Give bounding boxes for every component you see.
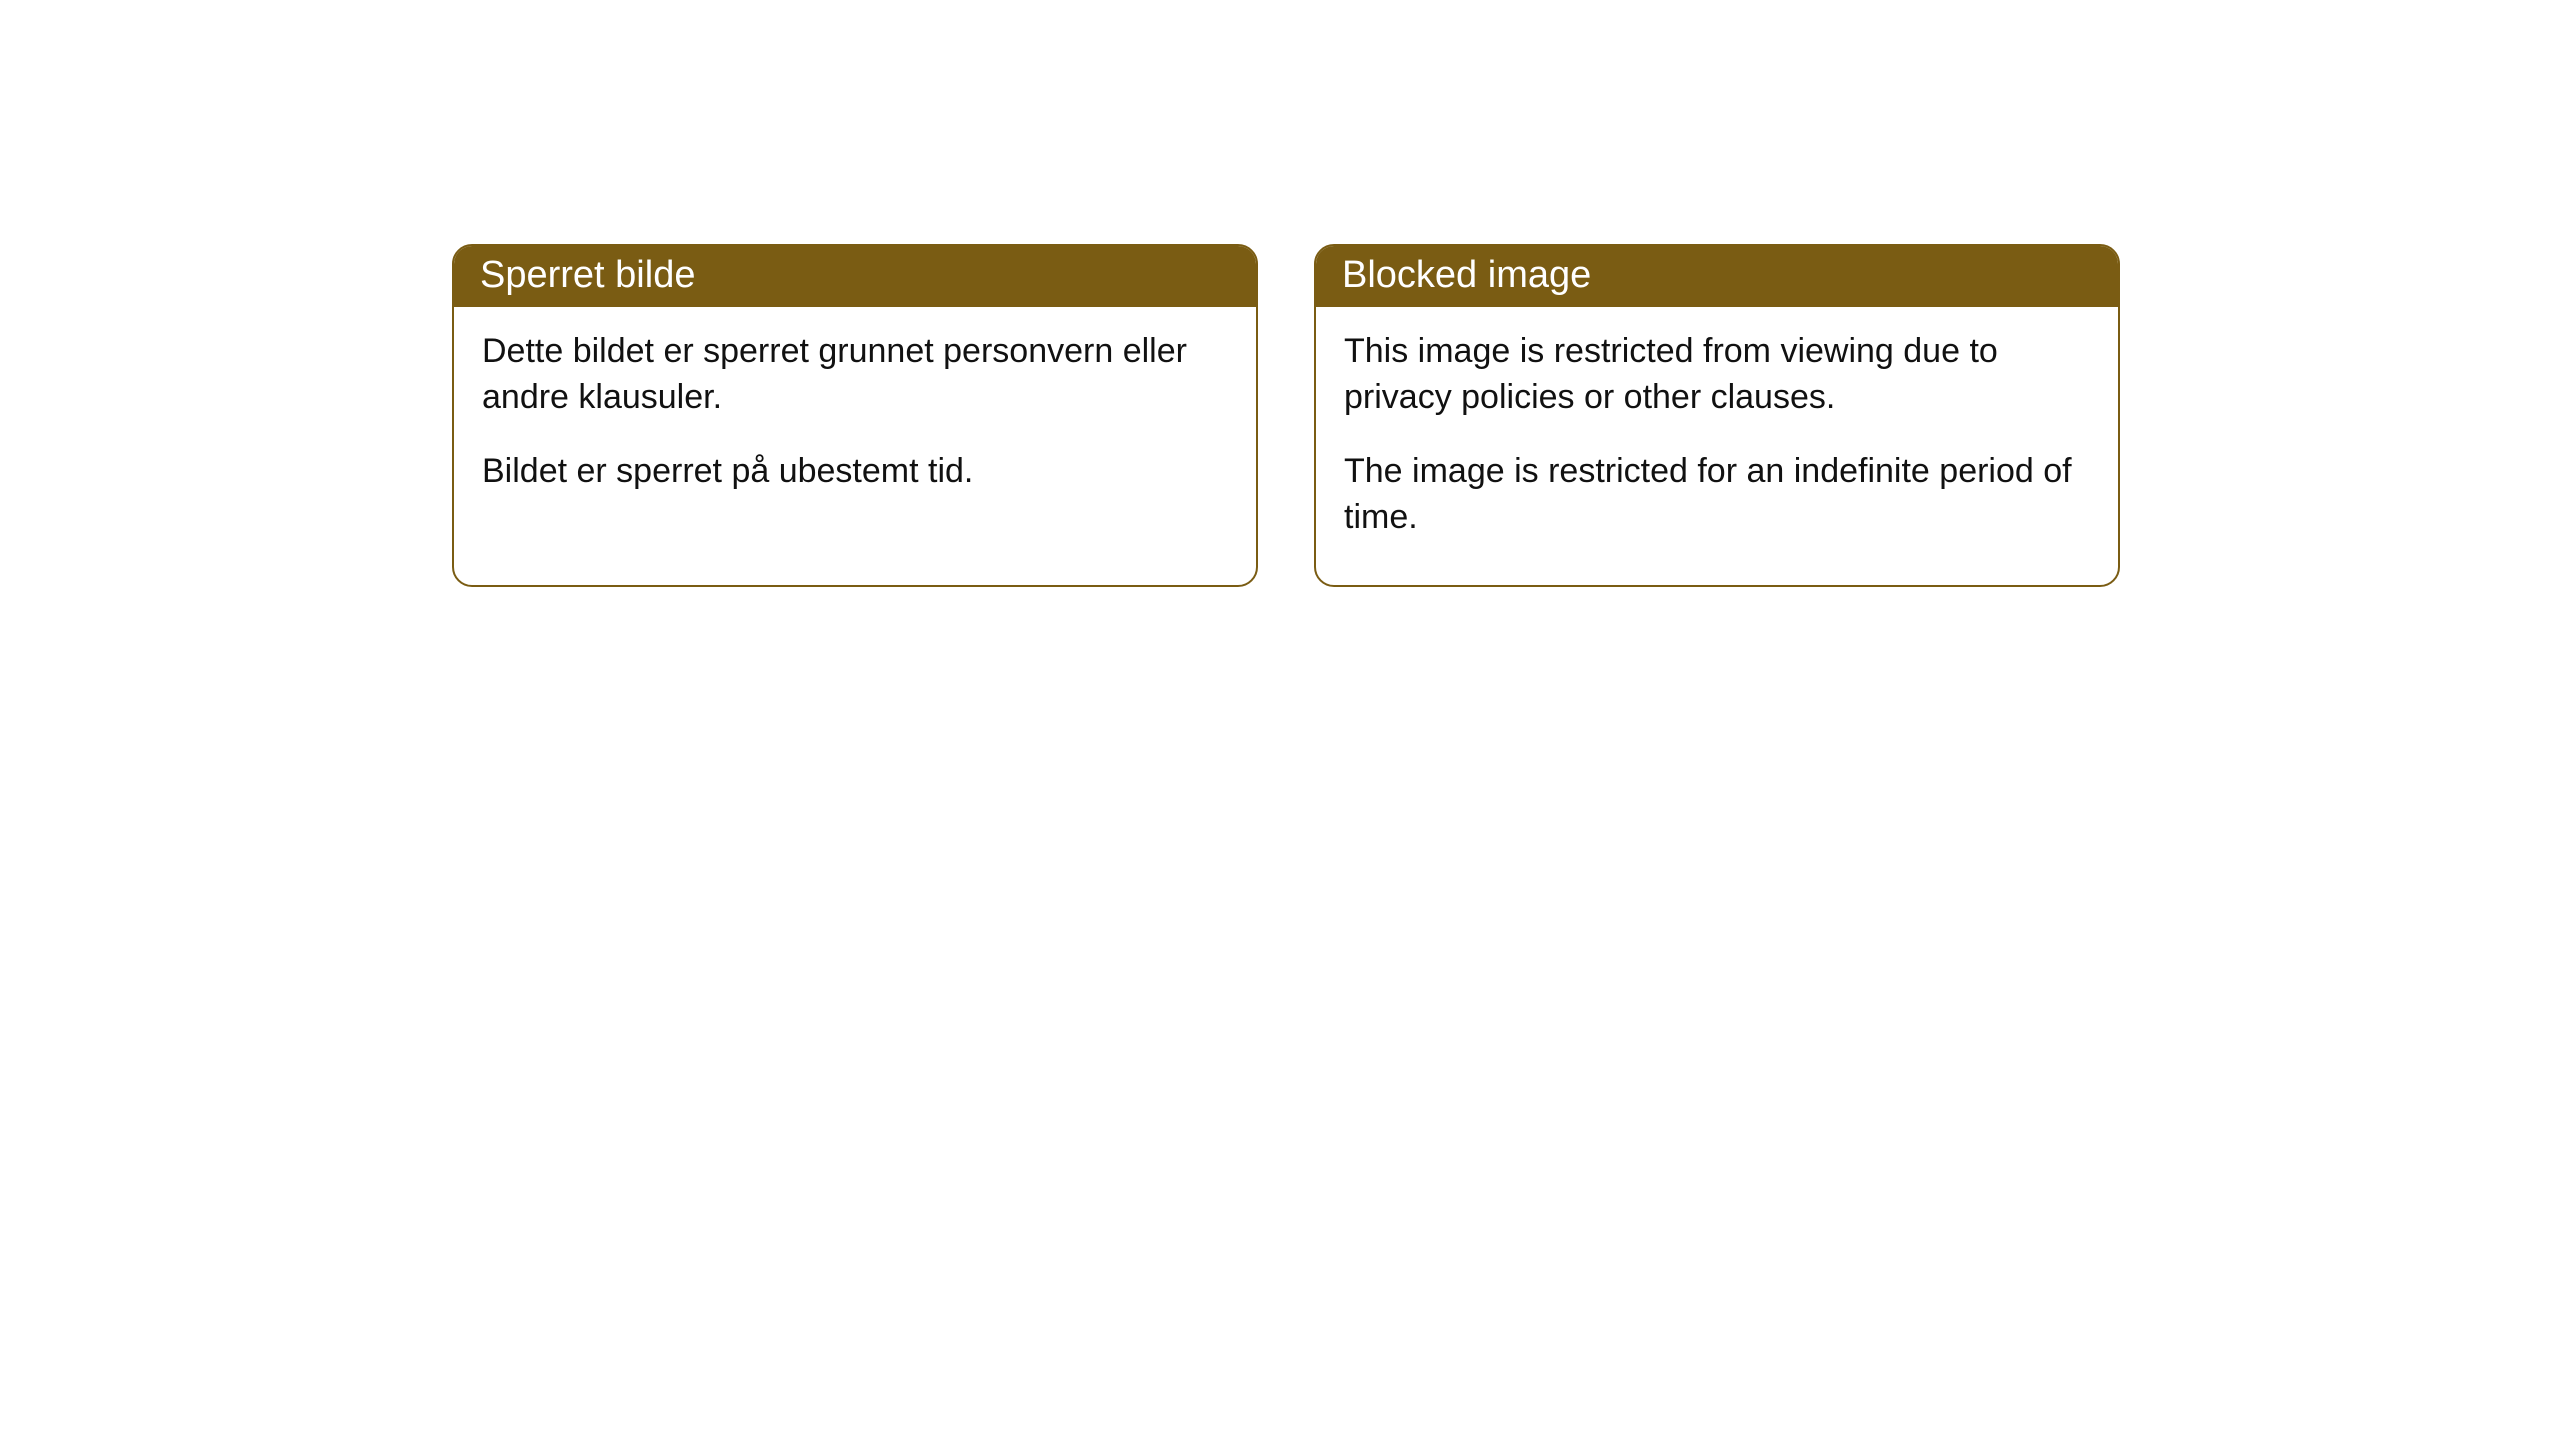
notice-card-english: Blocked image This image is restricted f…	[1314, 244, 2120, 587]
card-title: Sperret bilde	[454, 246, 1256, 307]
card-paragraph: Dette bildet er sperret grunnet personve…	[482, 329, 1228, 421]
card-title: Blocked image	[1316, 246, 2118, 307]
card-body: Dette bildet er sperret grunnet personve…	[454, 307, 1256, 539]
card-body: This image is restricted from viewing du…	[1316, 307, 2118, 585]
card-paragraph: Bildet er sperret på ubestemt tid.	[482, 449, 1228, 495]
notice-cards-container: Sperret bilde Dette bildet er sperret gr…	[452, 244, 2120, 587]
notice-card-norwegian: Sperret bilde Dette bildet er sperret gr…	[452, 244, 1258, 587]
card-paragraph: This image is restricted from viewing du…	[1344, 329, 2090, 421]
card-paragraph: The image is restricted for an indefinit…	[1344, 449, 2090, 541]
